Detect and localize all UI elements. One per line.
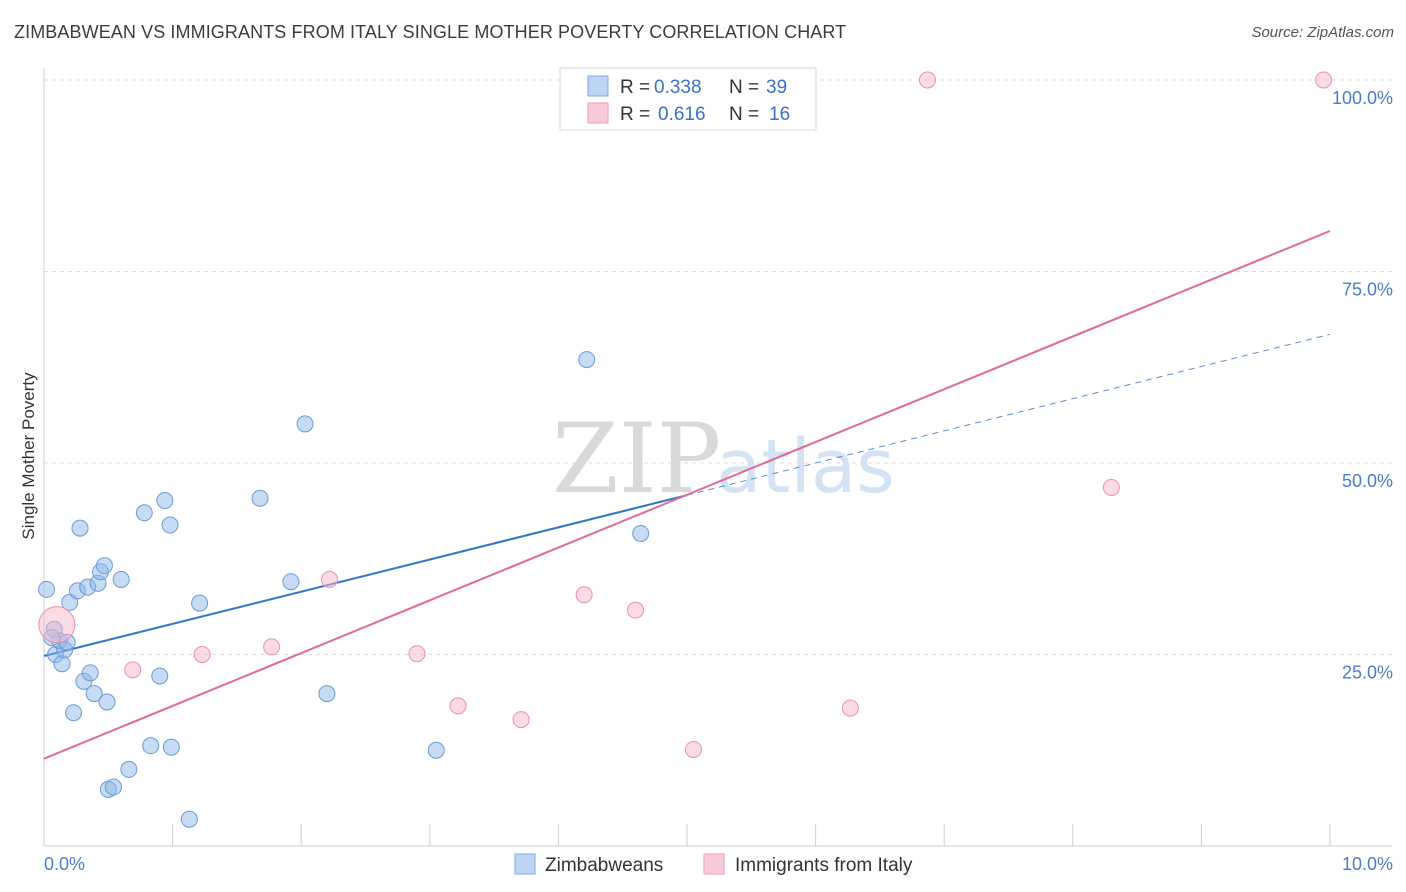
point-zimbabweans <box>318 685 336 703</box>
point-zimbabweans <box>81 664 99 682</box>
y-tick-label: 75.0% <box>1342 280 1393 300</box>
watermark-zip: ZIP <box>552 403 721 515</box>
point-zimbabweans <box>98 693 116 711</box>
point-italy <box>841 699 859 717</box>
point-zimbabweans <box>180 810 198 828</box>
legend-n-label: N = <box>729 77 759 98</box>
point-zimbabweans <box>161 516 179 534</box>
point-zimbabweans <box>296 415 314 433</box>
point-zimbabweans <box>85 685 103 703</box>
point-italy <box>193 646 211 663</box>
bottom-legend-label-italy: Immigrants from Italy <box>735 855 913 876</box>
point-italy <box>512 711 530 729</box>
point-zimbabweans <box>162 738 180 756</box>
legend-n-value: 16 <box>769 104 790 125</box>
x-tick-label: 0.0% <box>44 854 85 874</box>
point-zimbabweans <box>427 741 445 759</box>
point-italy <box>684 740 702 758</box>
point-italy <box>918 71 936 89</box>
trendline-zimbabweans-extension <box>686 333 1331 496</box>
point-zimbabweans <box>632 524 650 542</box>
axes <box>43 68 1392 847</box>
y-tick-label: 100.0% <box>1332 88 1393 108</box>
point-zimbabweans <box>151 667 169 685</box>
y-tick-label: 25.0% <box>1342 663 1393 683</box>
point-italy <box>124 661 142 679</box>
point-zimbabweans <box>95 557 113 575</box>
point-zimbabweans <box>142 737 160 755</box>
legend-n-value: 39 <box>766 77 787 98</box>
y-tick-label: 50.0% <box>1342 471 1393 491</box>
point-zimbabweans <box>251 489 269 507</box>
stats-legend: R = 0.338 N = 39 R = 0.616 N = 16 <box>559 67 817 131</box>
x-tick-labels: 0.0% 10.0% <box>44 854 1393 874</box>
trendline-zimbabweans <box>43 494 688 658</box>
point-italy <box>408 645 426 663</box>
point-zimbabweans <box>112 570 130 588</box>
point-zimbabweans <box>120 760 138 778</box>
legend-n-label: N = <box>729 104 759 125</box>
legend-r-value: 0.616 <box>658 104 706 125</box>
point-zimbabweans <box>71 519 89 537</box>
bottom-legend-swatch-italy <box>703 853 725 875</box>
legend-r-label: R = <box>620 77 650 98</box>
x-ticks <box>172 824 1331 846</box>
point-zimbabweans <box>104 778 122 796</box>
trend-lines <box>43 229 1331 760</box>
point-italy <box>38 606 76 644</box>
source-label: Source: ZipAtlas.com <box>1251 24 1394 41</box>
y-axis-title: Single Mother Poverty <box>19 372 38 540</box>
point-zimbabweans <box>578 351 596 369</box>
point-zimbabweans <box>191 594 209 612</box>
y-tick-labels: 25.0% 50.0% 75.0% 100.0% <box>1332 88 1393 683</box>
bottom-legend: Zimbabweans Immigrants from Italy <box>514 853 913 876</box>
point-zimbabweans <box>282 573 300 591</box>
x-tick-label: 10.0% <box>1342 854 1393 874</box>
point-italy <box>627 601 645 619</box>
bottom-legend-label-zimbabweans: Zimbabweans <box>545 855 663 876</box>
point-italy <box>1315 71 1333 89</box>
point-zimbabweans <box>135 504 153 522</box>
data-points <box>38 69 1333 828</box>
point-zimbabweans <box>53 655 71 673</box>
chart-title: ZIMBABWEAN VS IMMIGRANTS FROM ITALY SING… <box>14 22 847 42</box>
point-italy <box>575 586 593 604</box>
point-italy <box>449 697 467 715</box>
point-italy <box>1102 479 1120 497</box>
bottom-legend-swatch-zimbabweans <box>514 853 536 875</box>
legend-r-value: 0.338 <box>654 77 702 98</box>
watermark-atlas: atlas <box>716 424 895 510</box>
point-italy <box>320 570 338 588</box>
point-italy <box>263 638 281 656</box>
legend-swatch-zimbabweans <box>587 75 609 97</box>
point-zimbabweans <box>156 492 174 510</box>
legend-r-label: R = <box>620 104 650 125</box>
gridlines <box>44 79 1392 655</box>
point-zimbabweans <box>65 704 83 722</box>
legend-swatch-italy <box>587 102 609 124</box>
point-zimbabweans <box>38 580 56 598</box>
trendline-italy <box>43 229 1331 760</box>
